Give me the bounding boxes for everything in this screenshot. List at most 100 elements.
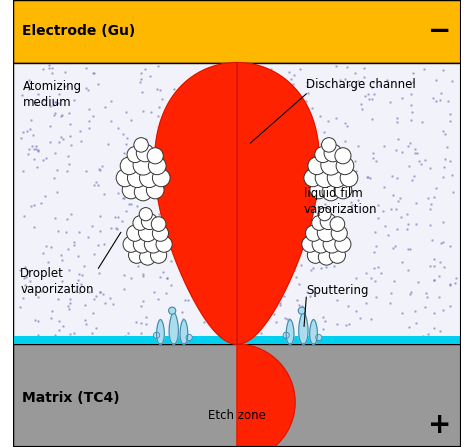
Point bbox=[150, 332, 157, 339]
Point bbox=[58, 277, 66, 284]
Point bbox=[283, 316, 291, 323]
Point bbox=[180, 330, 187, 337]
Point bbox=[235, 96, 242, 103]
Point bbox=[322, 238, 330, 245]
Point bbox=[193, 288, 201, 295]
Point bbox=[326, 186, 334, 193]
Point bbox=[353, 168, 360, 175]
Point bbox=[253, 223, 261, 230]
Point bbox=[39, 97, 46, 104]
Point bbox=[309, 329, 316, 337]
Point bbox=[440, 163, 447, 170]
Point bbox=[34, 317, 42, 324]
Point bbox=[332, 257, 340, 264]
Point bbox=[57, 134, 64, 141]
Point bbox=[136, 243, 143, 250]
Point bbox=[28, 143, 36, 150]
Point bbox=[105, 140, 112, 148]
Point bbox=[415, 158, 422, 165]
Point bbox=[299, 324, 307, 331]
Bar bbox=[13, 344, 461, 447]
Point bbox=[167, 282, 175, 289]
Point bbox=[172, 181, 179, 189]
Point bbox=[49, 101, 57, 109]
Point bbox=[113, 225, 121, 232]
Point bbox=[176, 181, 184, 189]
Point bbox=[67, 142, 74, 149]
Point bbox=[252, 181, 259, 188]
Point bbox=[222, 320, 229, 327]
Point bbox=[27, 202, 35, 209]
Point bbox=[368, 95, 376, 102]
Circle shape bbox=[331, 225, 347, 241]
Point bbox=[19, 295, 27, 302]
Point bbox=[341, 76, 349, 83]
Point bbox=[47, 244, 55, 251]
Point bbox=[448, 77, 456, 84]
Point bbox=[158, 336, 166, 343]
Point bbox=[399, 258, 406, 266]
Point bbox=[50, 174, 57, 181]
Point bbox=[94, 242, 101, 249]
Point bbox=[197, 213, 205, 220]
Circle shape bbox=[317, 224, 336, 242]
Text: Atomizing
medium: Atomizing medium bbox=[22, 80, 82, 110]
Point bbox=[48, 70, 56, 77]
Point bbox=[107, 224, 115, 232]
Point bbox=[317, 140, 324, 147]
Point bbox=[31, 316, 39, 323]
Point bbox=[377, 270, 385, 277]
Point bbox=[239, 118, 247, 125]
Point bbox=[376, 81, 384, 89]
Point bbox=[118, 182, 126, 189]
Point bbox=[66, 120, 73, 127]
Point bbox=[196, 228, 203, 235]
Point bbox=[51, 110, 59, 117]
Point bbox=[407, 337, 414, 344]
Point bbox=[372, 228, 379, 236]
Point bbox=[352, 333, 359, 341]
Point bbox=[17, 134, 25, 141]
Point bbox=[70, 96, 78, 103]
Point bbox=[342, 322, 349, 329]
Point bbox=[363, 173, 370, 180]
Point bbox=[17, 303, 24, 310]
Circle shape bbox=[169, 307, 176, 314]
Point bbox=[429, 95, 437, 102]
Circle shape bbox=[151, 247, 167, 263]
Point bbox=[54, 228, 61, 235]
Point bbox=[287, 188, 295, 195]
Point bbox=[285, 316, 292, 323]
Point bbox=[170, 85, 178, 93]
Point bbox=[121, 332, 128, 339]
Point bbox=[293, 296, 301, 303]
Point bbox=[343, 122, 351, 130]
Point bbox=[194, 80, 201, 87]
Point bbox=[20, 212, 28, 219]
Point bbox=[409, 108, 416, 115]
Point bbox=[267, 137, 275, 144]
Point bbox=[95, 165, 103, 173]
Point bbox=[201, 84, 209, 91]
Point bbox=[120, 150, 128, 157]
Point bbox=[237, 170, 245, 177]
Point bbox=[440, 264, 448, 271]
Point bbox=[406, 139, 414, 146]
Point bbox=[178, 191, 186, 198]
Point bbox=[412, 320, 419, 327]
Point bbox=[48, 307, 55, 314]
Point bbox=[107, 98, 114, 105]
Point bbox=[252, 218, 259, 225]
Point bbox=[179, 103, 187, 110]
Point bbox=[394, 135, 401, 143]
Point bbox=[255, 186, 263, 193]
Point bbox=[46, 102, 54, 110]
Point bbox=[238, 160, 246, 167]
Bar bbox=[13, 0, 461, 63]
Point bbox=[399, 95, 406, 102]
Circle shape bbox=[127, 147, 143, 163]
Point bbox=[127, 230, 135, 237]
Point bbox=[143, 207, 150, 214]
Point bbox=[236, 93, 243, 101]
Point bbox=[181, 296, 189, 304]
